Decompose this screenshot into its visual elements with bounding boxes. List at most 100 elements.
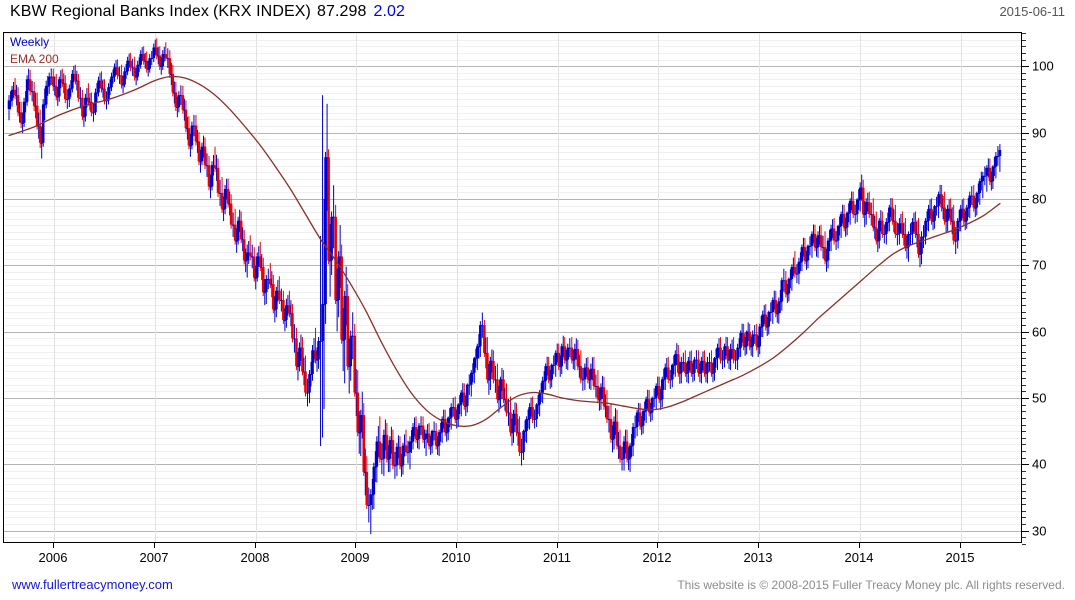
chart-footer: www.fullertreacymoney.com This website i… (0, 573, 1075, 600)
gridline-minor (4, 345, 1021, 346)
gridline-minor (4, 33, 1021, 34)
y-axis-label: 30 (1032, 523, 1047, 539)
gridline-minor (4, 498, 1021, 499)
gridline-minor (4, 358, 1021, 359)
instrument-symbol: (KRX INDEX) (212, 3, 311, 20)
y-axis-tick-minor (1022, 239, 1026, 240)
y-axis-label: 90 (1032, 125, 1047, 141)
y-axis-tick-minor (1022, 46, 1026, 47)
gridline-minor (4, 239, 1021, 240)
y-axis-tick-minor (1022, 498, 1026, 499)
gridline-major (4, 199, 1021, 200)
chart-plot-area[interactable]: Weekly EMA 200 (3, 32, 1022, 543)
x-axis-tick (255, 543, 256, 548)
y-axis-tick-minor (1022, 318, 1026, 319)
y-axis-tick-minor (1022, 212, 1026, 213)
y-axis-tick-minor (1022, 146, 1026, 147)
x-axis-label: 2007 (139, 550, 169, 565)
y-axis-label: 50 (1032, 390, 1047, 406)
gridline-minor (4, 298, 1021, 299)
gridline-minor (4, 378, 1021, 379)
y-axis-tick-minor (1022, 79, 1026, 80)
y-axis-tick-minor (1022, 305, 1026, 306)
gridline-vertical (256, 33, 257, 542)
gridline-minor (4, 305, 1021, 306)
y-axis-tick-minor (1022, 33, 1026, 34)
gridline-minor (4, 504, 1021, 505)
y-axis-tick-minor (1022, 524, 1026, 525)
y-axis-tick-minor (1022, 232, 1026, 233)
y-axis-tick-minor (1022, 405, 1026, 406)
gridline-minor (4, 79, 1021, 80)
y-axis-tick-minor (1022, 365, 1026, 366)
y-axis-tick-minor (1022, 60, 1026, 61)
gridline-minor (4, 478, 1021, 479)
gridline-minor (4, 471, 1021, 472)
y-axis-tick-minor (1022, 93, 1026, 94)
gridline-minor (4, 484, 1021, 485)
gridline-minor (4, 60, 1021, 61)
y-axis-tick-minor (1022, 245, 1026, 246)
gridline-minor (4, 206, 1021, 207)
x-axis-label: 2013 (743, 550, 773, 565)
y-axis-tick-minor (1022, 166, 1026, 167)
y-axis-label: 70 (1032, 257, 1047, 273)
y-axis-tick-minor (1022, 517, 1026, 518)
x-axis-tick (53, 543, 54, 548)
gridline-minor (4, 46, 1021, 47)
y-axis-tick-minor (1022, 139, 1026, 140)
gridline-minor (4, 285, 1021, 286)
x-axis-label: 2006 (38, 550, 68, 565)
y-axis-tick-minor (1022, 544, 1026, 545)
y-axis-tick-minor (1022, 53, 1026, 54)
gridline-major (4, 66, 1021, 67)
y-axis-tick-minor (1022, 458, 1026, 459)
site-url[interactable]: www.fullertreacymoney.com (12, 577, 173, 592)
x-axis-label: 2009 (340, 550, 370, 565)
gridline-major (4, 464, 1021, 465)
y-axis-tick-minor (1022, 358, 1026, 359)
y-axis-tick-minor (1022, 285, 1026, 286)
gridline-vertical (457, 33, 458, 542)
gridline-minor (4, 225, 1021, 226)
x-axis-tick (960, 543, 961, 548)
gridline-vertical (961, 33, 962, 542)
gridline-minor (4, 458, 1021, 459)
gridline-minor (4, 524, 1021, 525)
gridline-minor (4, 259, 1021, 260)
gridline-minor (4, 365, 1021, 366)
y-axis-tick-minor (1022, 431, 1026, 432)
x-axis-tick (355, 543, 356, 548)
gridline-minor (4, 40, 1021, 41)
y-axis-label: 40 (1032, 456, 1047, 472)
gridline-major (4, 265, 1021, 266)
y-axis-tick-minor (1022, 438, 1026, 439)
y-axis-tick-minor (1022, 272, 1026, 273)
x-axis-label: 2008 (240, 550, 270, 565)
gridline-minor (4, 371, 1021, 372)
gridline-minor (4, 119, 1021, 120)
y-axis-tick-major (1022, 66, 1029, 67)
gridline-minor (4, 517, 1021, 518)
page-title: KBW Regional Banks Index (KRX INDEX) 87.29… (10, 3, 405, 21)
x-axis-tick (456, 543, 457, 548)
x-axis-label: 2010 (441, 550, 471, 565)
y-axis-tick-major (1022, 398, 1029, 399)
gridline-minor (4, 391, 1021, 392)
gridline-minor (4, 179, 1021, 180)
x-axis-tick (557, 543, 558, 548)
x-axis: 2006 2007 2008 2009 2010 2011 2012 2013 2014 2015 (0, 543, 1075, 573)
y-axis-label: 60 (1032, 324, 1047, 340)
instrument-name: KBW Regional Banks Index (10, 3, 209, 20)
y-axis-tick-minor (1022, 99, 1026, 100)
chart-date: 2015-06-11 (999, 4, 1065, 19)
gridline-minor (4, 245, 1021, 246)
gridline-minor (4, 212, 1021, 213)
y-axis-tick-minor (1022, 338, 1026, 339)
gridline-minor (4, 279, 1021, 280)
y-axis-label: 100 (1032, 58, 1054, 74)
y-axis-tick-minor (1022, 252, 1026, 253)
y-axis-tick-minor (1022, 259, 1026, 260)
gridline-minor (4, 146, 1021, 147)
